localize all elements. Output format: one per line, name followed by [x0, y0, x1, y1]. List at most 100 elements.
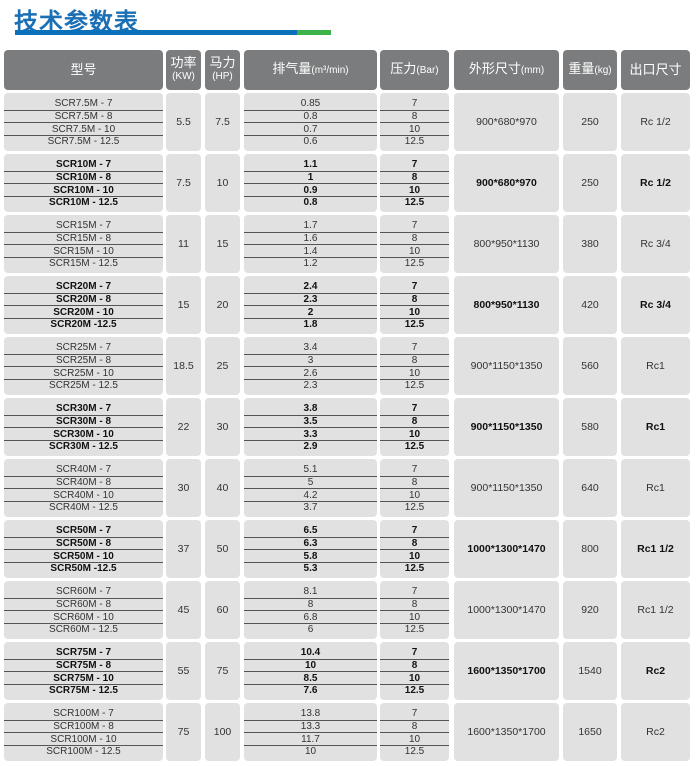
row-divider	[380, 597, 449, 599]
outlet-cell-value: Rc1 1/2	[637, 543, 674, 555]
pressure-cell: 7 8 10 12.5	[380, 215, 449, 273]
model-item: SCR40M - 10	[53, 489, 114, 501]
row-divider	[380, 745, 449, 747]
flow-item: 1.8	[303, 319, 318, 331]
model-item: SCR75M - 10	[53, 672, 114, 684]
outlet-cell-value: Rc1	[646, 360, 665, 372]
model-item: SCR10M - 10	[53, 184, 114, 196]
pressure-item: 12.5	[404, 380, 425, 392]
weight-cell-value: 640	[581, 482, 599, 494]
model-item: SCR100M - 12.5	[46, 746, 121, 758]
row-divider	[4, 366, 163, 368]
row-divider	[244, 379, 377, 381]
row-divider	[380, 719, 449, 721]
row-divider	[244, 170, 377, 172]
pressure-item: 7	[411, 586, 418, 597]
flow-cell: 0.85 0.8 0.7 0.6	[244, 93, 377, 151]
row-divider	[244, 318, 377, 320]
dims-cell-value: 900*680*970	[476, 177, 537, 189]
model-cell: SCR75M - 7 SCR75M - 8 SCR75M - 10 SCR75M - …	[4, 642, 163, 700]
weight-cell-value: 380	[581, 238, 599, 250]
header-model-label: 型号	[70, 62, 97, 77]
row-divider	[4, 440, 163, 442]
power-cell-value: 30	[177, 482, 190, 494]
pressure-item: 7	[411, 464, 418, 475]
model-item: SCR25M - 10	[53, 367, 114, 379]
row-divider	[4, 122, 163, 124]
flow-item: 1.6	[303, 232, 318, 244]
outlet-cell: Rc1	[621, 459, 690, 517]
flow-cell: 6.5 6.3 5.8 5.3	[244, 520, 377, 578]
model-item: SCR20M -12.5	[50, 319, 117, 331]
row-divider	[380, 658, 449, 660]
model-item: SCR20M - 8	[55, 293, 111, 305]
flow-item: 6.5	[303, 525, 318, 536]
row-divider	[244, 427, 377, 429]
row-divider	[244, 183, 377, 185]
row-divider	[380, 536, 449, 538]
pressure-item: 10	[408, 428, 421, 440]
row-divider	[4, 562, 163, 564]
model-item: SCR50M - 7	[55, 525, 111, 536]
model-cell: SCR25M - 7 SCR25M - 8 SCR25M - 10 SCR25M - …	[4, 337, 163, 395]
row-divider	[4, 623, 163, 625]
model-item: SCR15M - 7	[55, 220, 111, 231]
weight-cell-value: 920	[581, 604, 599, 616]
row-divider	[244, 745, 377, 747]
row-divider	[244, 353, 377, 355]
pressure-item: 10	[408, 672, 421, 684]
weight-cell: 640	[563, 459, 617, 517]
row-divider	[4, 475, 163, 477]
weight-cell-value: 580	[581, 421, 599, 433]
pressure-cell: 7 8 10 12.5	[380, 642, 449, 700]
flow-item: 13.8	[300, 708, 321, 719]
flow-item: 5	[307, 476, 314, 488]
dims-cell-value: 900*1150*1350	[470, 421, 543, 433]
weight-cell: 380	[563, 215, 617, 273]
model-item: SCR10M - 7	[55, 159, 111, 170]
pressure-item: 7	[411, 159, 418, 170]
pressure-item: 10	[408, 550, 421, 562]
dims-cell: 800*950*1130	[454, 276, 559, 334]
pressure-cell: 7 8 10 12.5	[380, 276, 449, 334]
model-item: SCR50M - 10	[53, 550, 114, 562]
model-cell: SCR10M - 7 SCR10M - 8 SCR10M - 10 SCR10M - …	[4, 154, 163, 212]
row-divider	[4, 379, 163, 381]
row-divider	[244, 196, 377, 198]
outlet-cell: Rc2	[621, 703, 690, 761]
header-model: 型号	[4, 50, 163, 90]
row-divider	[244, 671, 377, 673]
flow-cell: 13.8 13.3 11.7 10	[244, 703, 377, 761]
outlet-cell: Rc1	[621, 398, 690, 456]
row-divider	[380, 109, 449, 111]
header-flow: 排气量(m³/min)	[244, 50, 377, 90]
flow-cell: 3.4 3 2.6 2.3	[244, 337, 377, 395]
power-cell-value: 7.5	[176, 177, 191, 189]
flow-item: 2.9	[303, 441, 318, 453]
power-cell-value: 55	[177, 665, 190, 677]
row-divider	[4, 501, 163, 503]
row-divider	[4, 684, 163, 686]
row-divider	[244, 623, 377, 625]
pressure-item: 7	[411, 525, 418, 536]
model-cell: SCR50M - 7 SCR50M - 8 SCR50M - 10 SCR50M -1…	[4, 520, 163, 578]
row-divider	[380, 257, 449, 259]
row-divider	[380, 610, 449, 612]
row-divider	[244, 658, 377, 660]
dims-cell-value: 900*1150*1350	[470, 360, 543, 372]
model-item: SCR10M - 8	[55, 171, 111, 183]
power-cell: 5.5	[166, 93, 201, 151]
pressure-item: 7	[411, 708, 418, 719]
flow-item: 13.3	[300, 720, 321, 732]
hp-cell: 10	[205, 154, 240, 212]
model-item: SCR7.5M - 10	[51, 123, 116, 135]
model-item: SCR60M - 12.5	[49, 624, 118, 636]
hp-cell: 100	[205, 703, 240, 761]
power-cell: 45	[166, 581, 201, 639]
flow-item: 11.7	[301, 733, 320, 745]
pressure-item: 7	[411, 98, 418, 109]
pressure-item: 12.5	[404, 441, 425, 453]
hp-cell: 7.5	[205, 93, 240, 151]
flow-item: 5.3	[303, 563, 318, 575]
row-divider	[380, 488, 449, 490]
